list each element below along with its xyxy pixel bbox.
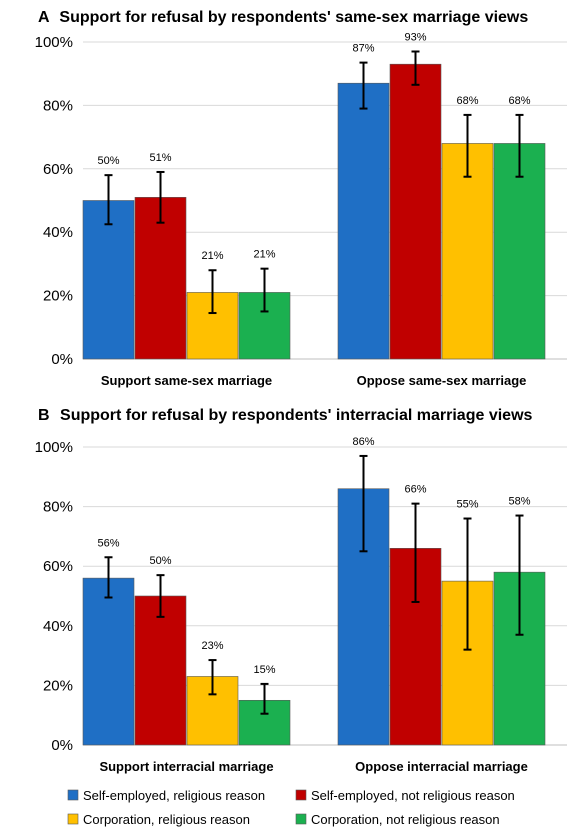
y-tick-label: 0% — [51, 737, 73, 754]
data-label: 51% — [149, 152, 171, 164]
error-bar — [156, 170, 165, 224]
error-bar — [104, 174, 113, 226]
category-label: Oppose same-sex marriage — [357, 373, 527, 388]
y-tick-label: 20% — [43, 288, 73, 305]
y-tick-label: 60% — [43, 161, 73, 178]
panel-a: A Support for refusal by respondents' sa… — [35, 9, 567, 388]
panel-a-x-axis: Support same-sex marriage Oppose same-sex… — [101, 373, 527, 388]
category-label: Support same-sex marriage — [101, 373, 272, 388]
data-label: 50% — [149, 555, 171, 567]
legend-label: Corporation, not religious reason — [311, 812, 500, 827]
legend-swatch — [67, 789, 79, 801]
panel-b-error-bars — [104, 454, 524, 715]
y-tick-label: 40% — [43, 618, 73, 635]
data-label: 21% — [253, 249, 275, 261]
panel-a-title: A Support for refusal by respondents' sa… — [38, 9, 528, 26]
data-label: 58% — [508, 496, 530, 508]
data-label: 21% — [201, 250, 223, 262]
legend-label: Corporation, religious reason — [83, 812, 250, 827]
data-label: 68% — [508, 95, 530, 107]
y-tick-label: 80% — [43, 499, 73, 516]
bar-self-not-religious — [389, 63, 442, 360]
error-bar — [411, 50, 420, 86]
panel-a-y-axis: 0% 20% 40% 60% 80% 100% — [35, 34, 73, 368]
error-bar — [208, 659, 217, 696]
y-tick-label: 60% — [43, 558, 73, 575]
legend-item-corp-religious: Corporation, religious reason — [67, 812, 250, 827]
legend: Self-employed, religious reason Self-emp… — [67, 788, 515, 827]
legend-item-self-religious: Self-employed, religious reason — [67, 788, 265, 803]
panel-a-title-text: Support for refusal by respondents' same… — [59, 9, 528, 26]
category-label: Oppose interracial marriage — [355, 759, 528, 774]
panel-b-title: B Support for refusal by respondents' in… — [38, 407, 533, 424]
panel-a-data-labels: 50% 51% 21% 21% 87% 93% 68% 68% — [97, 32, 530, 263]
error-bar — [463, 517, 472, 651]
bar-self-not-religious — [134, 595, 187, 746]
y-tick-label: 100% — [35, 439, 73, 456]
data-label: 93% — [404, 32, 426, 44]
data-label: 56% — [97, 537, 119, 549]
panel-b-bars — [82, 488, 546, 746]
bar-self-religious — [82, 577, 135, 746]
panel-b-title-text: Support for refusal by respondents' inte… — [60, 407, 532, 424]
bar-self-religious — [82, 200, 135, 360]
data-label: 55% — [456, 499, 478, 511]
error-bar — [359, 454, 368, 553]
data-label: 87% — [352, 43, 374, 55]
legend-swatch — [67, 813, 79, 825]
data-label: 23% — [201, 640, 223, 652]
bar-self-religious — [337, 82, 390, 360]
error-bar — [208, 269, 217, 315]
panel-a-bars — [82, 63, 546, 360]
panel-a-error-bars — [104, 50, 524, 315]
error-bar — [359, 61, 368, 110]
error-bar — [411, 502, 420, 603]
panel-a-letter: A — [38, 9, 50, 26]
bar-self-not-religious — [134, 197, 187, 360]
error-bar — [156, 574, 165, 618]
panel-b-data-labels: 56% 50% 23% 15% 86% 66% 55% 58% — [97, 436, 530, 676]
error-bar — [104, 556, 113, 599]
bar-corp-not-religious — [493, 143, 546, 360]
y-tick-label: 40% — [43, 224, 73, 241]
y-tick-label: 80% — [43, 97, 73, 114]
legend-item-self-not-religious: Self-employed, not religious reason — [295, 788, 515, 803]
y-tick-label: 0% — [51, 351, 73, 368]
y-tick-label: 20% — [43, 677, 73, 694]
data-label: 50% — [97, 155, 119, 167]
data-label: 15% — [253, 664, 275, 676]
y-tick-label: 100% — [35, 34, 73, 51]
legend-swatch — [295, 813, 307, 825]
legend-swatch — [295, 789, 307, 801]
legend-item-corp-not-religious: Corporation, not religious reason — [295, 812, 500, 827]
category-label: Support interracial marriage — [99, 759, 273, 774]
data-label: 86% — [352, 436, 374, 448]
error-bar — [515, 113, 524, 178]
error-bar — [260, 682, 269, 715]
data-label: 66% — [404, 484, 426, 496]
bar-corp-religious — [441, 143, 494, 360]
error-bar — [463, 113, 472, 178]
panel-b-letter: B — [38, 407, 50, 424]
data-label: 68% — [456, 95, 478, 107]
legend-label: Self-employed, religious reason — [83, 788, 265, 803]
panel-b: B Support for refusal by respondents' in… — [35, 407, 567, 774]
panel-b-y-axis: 0% 20% 40% 60% 80% 100% — [35, 439, 73, 754]
panel-b-x-axis: Support interracial marriage Oppose inter… — [99, 759, 527, 774]
error-bar — [515, 514, 524, 636]
legend-label: Self-employed, not religious reason — [311, 788, 515, 803]
error-bar — [260, 267, 269, 313]
